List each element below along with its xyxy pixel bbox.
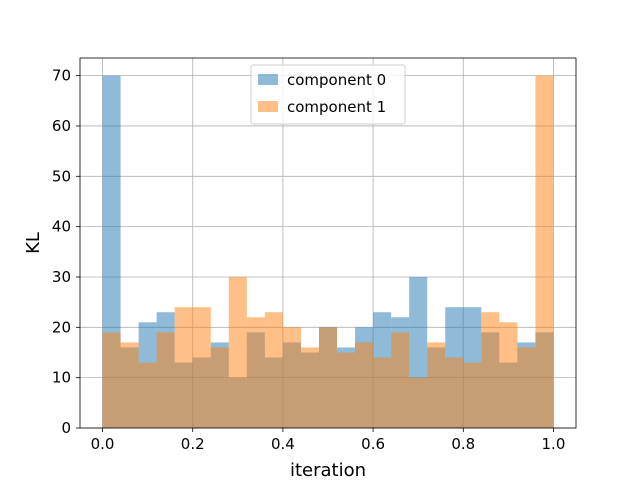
x-tick-label-1: 0.2 (181, 435, 205, 453)
y-tick-label-0: 0 (61, 419, 71, 437)
x-tick-label-4: 0.8 (451, 435, 475, 453)
bars (102, 75, 554, 428)
bar-component-1-bin-16 (391, 332, 410, 428)
bar-component-1-bin-11 (300, 347, 319, 428)
plot-frame (79, 57, 577, 429)
bar-component-1-bin-21 (481, 312, 500, 428)
bar-component-1-bin-22 (499, 322, 518, 428)
legend-box (250, 64, 406, 125)
bar-component-1-bin-0 (102, 332, 121, 428)
y-tick-label-2: 20 (52, 318, 71, 336)
bar-component-1-bin-3 (156, 332, 175, 428)
bar-component-1-bin-8 (246, 317, 265, 428)
bar-component-1-bin-24 (535, 75, 554, 428)
bar-component-1-bin-18 (427, 342, 446, 428)
bar-component-1-bin-14 (355, 342, 374, 428)
bar-component-1-bin-20 (463, 362, 482, 428)
y-tick-label-3: 30 (52, 268, 71, 286)
legend-label-component-1: component 1 (287, 98, 386, 116)
bar-component-1-bin-10 (282, 327, 301, 428)
bar-component-1-bin-5 (192, 307, 211, 428)
bar-component-1-bin-12 (318, 327, 338, 428)
legend-swatch-component-1 (258, 101, 278, 112)
x-axis-label: iteration (290, 460, 366, 480)
bar-component-1-bin-7 (228, 276, 247, 428)
bar-component-1-bin-6 (210, 347, 229, 428)
y-axis-label: KL (23, 232, 44, 254)
x-tick-label-3: 0.6 (361, 435, 385, 453)
x-tick-label-0: 0.0 (91, 435, 115, 453)
y-tick-label-5: 50 (52, 167, 71, 185)
bar-component-1-bin-15 (373, 357, 392, 428)
bar-component-1-bin-13 (337, 352, 356, 428)
bar-component-1-bin-23 (517, 347, 536, 428)
bar-component-1-bin-4 (174, 307, 193, 428)
legend: component 0 component 1 (250, 64, 406, 125)
y-tick-label-1: 10 (52, 369, 71, 387)
y-tick-label-6: 60 (52, 117, 71, 135)
y-tick-label-4: 40 (52, 218, 71, 236)
bar-component-1-bin-19 (445, 357, 464, 428)
bar-component-1-bin-17 (409, 377, 428, 428)
legend-label-component-0: component 0 (287, 71, 386, 89)
x-tick-label-5: 1.0 (542, 435, 566, 453)
bar-component-1-bin-1 (120, 342, 139, 428)
bar-component-1-bin-9 (264, 312, 283, 428)
axis-ticks: 0.0 0.2 0.4 0.6 0.8 1.0 0 10 20 30 40 50 60 70 (52, 67, 565, 453)
legend-swatch-component-0 (258, 74, 278, 85)
bar-component-1-bin-2 (138, 362, 157, 428)
y-tick-label-7: 70 (52, 67, 71, 85)
x-tick-label-2: 0.4 (271, 435, 295, 453)
